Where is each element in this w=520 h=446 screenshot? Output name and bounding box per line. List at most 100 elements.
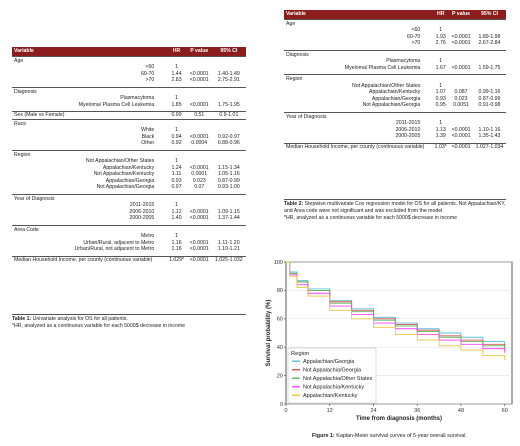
- section-title: Sex (Male vs Female): [12, 111, 167, 119]
- cell-value: 0.87-0.99: [217, 177, 240, 184]
- column-header: HR: [432, 10, 450, 19]
- section-value: <0.0001: [449, 142, 473, 150]
- cell-value: 1.07: [435, 89, 446, 95]
- row-label: Not Appalachian/Georgia: [96, 184, 155, 190]
- row-label: 2000-2005: [129, 215, 155, 221]
- section-row: Age: [284, 18, 506, 27]
- cell-value: 0.0001: [191, 171, 208, 177]
- empty-cell: [211, 193, 246, 202]
- section-title: Diagnosis: [284, 49, 433, 58]
- table-row: Myeloma/ Plasma Cell Leukemia 1.85 <0.0001…: [12, 102, 246, 112]
- cell-value: 0.93-1.00: [217, 184, 240, 190]
- section-row: Area Code: [12, 224, 246, 233]
- row-label: 2006-2010: [129, 208, 155, 215]
- table-row: Not Appalachian/Other States 1: [12, 158, 246, 165]
- section-title: Age: [12, 55, 167, 64]
- section-value: 0.99: [166, 111, 187, 119]
- section-title: Region: [284, 74, 433, 83]
- section-row: Age: [12, 55, 246, 64]
- table-row: >70 2.83 <0.0001 2.75-2.91: [12, 77, 246, 87]
- row-label: >70: [145, 77, 155, 83]
- column-header: Variable: [12, 47, 167, 56]
- section-value: 0.51: [186, 111, 212, 119]
- cell-value: 1.67: [435, 64, 446, 71]
- row-label: Appalachian/Kentucky: [102, 164, 155, 171]
- empty-cell: [432, 111, 450, 120]
- legend-label: Not Appalachia/Georgia: [303, 368, 362, 374]
- cell-value: 0.91-0.98: [478, 102, 501, 108]
- row-label: 2000-2005: [395, 133, 421, 139]
- cell-value: <0.0001: [189, 77, 209, 83]
- cell-value: 1: [175, 127, 178, 133]
- cell-value: 1: [439, 120, 443, 126]
- table-row: 2006-2010 1.13 <0.0001 1.10-1.16: [284, 127, 506, 134]
- table-univariate: Variable HR P value 95% CI Age <60 1 60-70 1.44 <…: [12, 47, 246, 263]
- cell-value: 1.59-1.75: [478, 64, 501, 71]
- section-value: 1.025-1.032: [211, 255, 246, 263]
- cell-value: 1.11: [171, 171, 182, 177]
- x-tick-label: 12: [327, 408, 333, 414]
- row-label: Other: [141, 140, 155, 146]
- section-row: Year of Diagnosis: [284, 111, 506, 120]
- x-tick-label: 36: [414, 408, 420, 414]
- cell-value: <0.0001: [189, 133, 209, 140]
- y-tick-label: 80: [277, 288, 283, 294]
- table-row: Black 0.94 <0.0001 0.92-0.97: [12, 134, 246, 141]
- column-header: P value: [449, 10, 473, 19]
- survival-chart: 0 20 40 60 80 100 0 12 24 36 48 60 Time from diagnos…: [266, 260, 513, 422]
- table-multivariate: Variable HR P value 95% CI Age <60 1 60-70 1.93 <…: [284, 10, 506, 150]
- empty-cell: [211, 224, 246, 233]
- cell-value: 1.10-1.21: [217, 246, 240, 252]
- row-label: Appalachian/Kentucky: [368, 89, 421, 95]
- y-tick-label: 100: [274, 260, 283, 266]
- cell-value: 0.023: [192, 177, 206, 184]
- cell-value: 1.16: [171, 246, 182, 252]
- row-label: 2011-2015: [395, 120, 421, 126]
- section-value: 1.027-1.034: [472, 142, 506, 150]
- section-value: <0.0001: [186, 255, 212, 263]
- section-row: Year of Diagnosis: [12, 193, 246, 202]
- cell-value: 2.76: [435, 40, 446, 46]
- cell-value: 0.92: [171, 140, 182, 146]
- cell-value: 0.99-1.16: [478, 89, 501, 95]
- table2-caption-text: Stepwise multivariate Cox regression mod…: [284, 201, 506, 214]
- legend-label: Not Appalachia/Kentucky: [303, 385, 364, 391]
- cell-value: 1: [175, 233, 178, 239]
- table1-caption: Table 1: Univariate analysis for OS for …: [12, 314, 246, 330]
- section-value: 1.03*: [432, 142, 450, 150]
- row-label: Not Appalachian/Kentucky: [93, 171, 155, 177]
- cell-value: <0.0001: [189, 164, 209, 171]
- section-row: Region: [284, 74, 506, 83]
- column-header: HR: [166, 47, 187, 56]
- empty-cell: [432, 74, 450, 83]
- row-label: Black: [141, 133, 155, 140]
- row-label: Not Appalachian/Georgia: [362, 102, 421, 108]
- row-label: Urban/Rural, not adjacent to Metro: [74, 246, 155, 252]
- table-row: 2006-2010 1.12 <0.0001 1.09-1.15: [12, 209, 246, 216]
- empty-cell: [449, 18, 473, 27]
- cell-value: 1: [175, 64, 178, 70]
- cell-value: 1.10-1.16: [478, 126, 501, 133]
- table-row: Myeloma/ Plasma Cell Leukemia 1.67 <0.0001…: [284, 65, 506, 75]
- section-row: Sex (Male vs Female) 0.99 0.51 0.9-1.01: [12, 111, 246, 119]
- x-tick-label: 60: [502, 408, 508, 414]
- row-label: Appalachian/Georgia: [105, 177, 155, 184]
- section-title: Year of Diagnosis: [12, 193, 167, 202]
- cell-value: 0.95: [435, 102, 446, 108]
- cell-value: 0.92-0.97: [217, 133, 240, 140]
- row-label: Myeloma/ Plasma Cell Leukemia: [78, 101, 155, 108]
- cell-value: 1.13: [435, 126, 446, 133]
- cell-value: 1: [175, 202, 178, 208]
- row-label: Appalachian/Georgia: [371, 95, 421, 102]
- cell-value: 1.11-1.20: [218, 239, 240, 246]
- figure-caption-text: Kaplan-Meier survival curves of 5-year o…: [334, 433, 466, 439]
- y-axis-label: Survival probability (%): [266, 300, 272, 367]
- table-row: Not Appalachian/Kentucky 1.11 0.0001 1.05-1…: [12, 171, 246, 178]
- cell-value: 0.93: [435, 95, 446, 102]
- x-tick-label: 48: [458, 408, 464, 414]
- column-header: 95% CI: [211, 47, 246, 56]
- x-axis-label: Time from diagnosis (months): [356, 416, 442, 422]
- y-tick-label: 40: [277, 345, 283, 351]
- empty-cell: [449, 111, 473, 120]
- cell-value: <0.0001: [451, 64, 471, 71]
